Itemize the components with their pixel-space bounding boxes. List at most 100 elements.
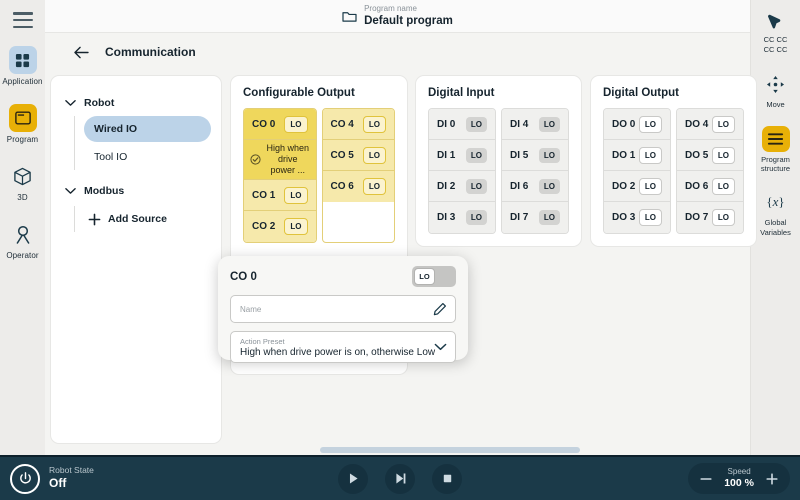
- io-state-co-4[interactable]: LO: [362, 115, 386, 133]
- step-button[interactable]: [385, 463, 415, 494]
- io-name-do-2: DO 2: [612, 180, 636, 192]
- io-cell-co-4[interactable]: CO 4 LO: [322, 109, 394, 140]
- io-state-co-0[interactable]: LO: [284, 115, 308, 133]
- io-cell-co-5[interactable]: CO 5 LO: [322, 140, 394, 171]
- right-item-move[interactable]: Move: [751, 71, 800, 109]
- io-state-do-5[interactable]: LO: [711, 146, 735, 164]
- io-name-co-0: CO 0: [252, 118, 276, 130]
- digital-input-title: Digital Input: [428, 87, 495, 99]
- transport-controls: [338, 463, 462, 494]
- io-state-co-1[interactable]: LO: [284, 186, 308, 204]
- io-cell-di-3[interactable]: DI 3 LO: [429, 202, 495, 233]
- hamburger-icon[interactable]: [12, 12, 33, 28]
- speed-label: Speed: [727, 466, 751, 476]
- tree-children-robot: Wired IO Tool IO: [74, 116, 211, 170]
- io-cell-do-7[interactable]: DO 7 LO: [677, 202, 743, 233]
- io-state-do-0[interactable]: LO: [638, 115, 662, 133]
- io-cell-do-0[interactable]: DO 0 LO: [604, 109, 670, 140]
- right-item-global-variables[interactable]: {x} Global Variables: [751, 189, 800, 237]
- name-field[interactable]: Name: [230, 295, 456, 323]
- action-preset-label: Action Preset: [240, 337, 285, 346]
- digital-input-column-1: DI 0 LO DI 1 LO DI 2 LO DI 3: [428, 108, 496, 234]
- sidebar-item-application[interactable]: Application: [0, 46, 45, 86]
- sidebar-item-program[interactable]: Program: [0, 104, 45, 144]
- configurable-output-column-1: CO 0 LO High when drive power ... CO 1: [243, 108, 317, 244]
- io-cell-di-6[interactable]: DI 6 LO: [502, 171, 568, 202]
- io-cell-co-1[interactable]: CO 1 LO: [244, 180, 316, 212]
- io-cell-do-3[interactable]: DO 3 LO: [604, 202, 670, 233]
- tree-item-wired-io[interactable]: Wired IO: [84, 116, 211, 142]
- io-name-di-6: DI 6: [510, 180, 529, 192]
- chevron-down-icon[interactable]: [434, 343, 447, 352]
- io-state-do-7[interactable]: LO: [711, 209, 735, 226]
- io-state-do-1[interactable]: LO: [638, 146, 662, 164]
- io-cell-co-2[interactable]: CO 2 LO: [244, 211, 316, 243]
- hand-pointer-widget[interactable]: CC CC CC CC: [764, 10, 787, 55]
- io-state-do-2[interactable]: LO: [638, 177, 662, 195]
- tree-group-robot[interactable]: Robot: [61, 92, 211, 114]
- io-state-di-3: LO: [465, 210, 487, 225]
- power-button[interactable]: [10, 463, 40, 494]
- io-state-di-2: LO: [465, 178, 487, 194]
- io-cell-do-1[interactable]: DO 1 LO: [604, 140, 670, 171]
- program-window-icon: [8, 104, 37, 132]
- io-state-co-6[interactable]: LO: [362, 178, 386, 195]
- io-source-tree: Robot Wired IO Tool IO Modbus: [51, 76, 221, 232]
- variables-braces-icon: {x}: [766, 194, 785, 210]
- sidebar-item-operator[interactable]: Operator: [0, 220, 45, 260]
- tree-group-label-robot: Robot: [84, 97, 115, 109]
- io-cell-di-7[interactable]: DI 7 LO: [502, 202, 568, 233]
- io-name-do-1: DO 1: [612, 149, 636, 161]
- io-cell-co-6[interactable]: CO 6 LO: [322, 171, 394, 202]
- io-state-di-1: LO: [465, 147, 487, 163]
- io-cell-di-2[interactable]: DI 2 LO: [429, 171, 495, 202]
- operator-person-icon: [9, 220, 37, 248]
- cube-3d-icon: [9, 162, 37, 190]
- tree-item-tool-io[interactable]: Tool IO: [84, 144, 211, 170]
- io-detail-popup: CO 0 LO Name Action Preset High when dri…: [218, 256, 468, 363]
- right-item-program-structure[interactable]: Program structure: [751, 125, 800, 174]
- io-state-di-7: LO: [538, 210, 560, 225]
- io-name-do-3: DO 3: [612, 212, 636, 223]
- program-name-label: Program name: [364, 3, 417, 13]
- tree-item-label-wired-io: Wired IO: [94, 123, 138, 135]
- io-cell-di-0[interactable]: DI 0 LO: [429, 109, 495, 140]
- stop-icon: [443, 474, 451, 483]
- sidebar-item-3d[interactable]: 3D: [0, 162, 45, 202]
- io-state-do-4[interactable]: LO: [711, 115, 735, 133]
- back-arrow-icon[interactable]: [73, 46, 89, 59]
- io-cell-do-6[interactable]: DO 6 LO: [677, 171, 743, 202]
- io-state-do-6[interactable]: LO: [711, 177, 735, 195]
- io-state-co-2[interactable]: LO: [284, 218, 308, 236]
- chevron-down-icon: [65, 100, 76, 106]
- power-icon: [19, 472, 31, 484]
- io-cell-di-4[interactable]: DI 4 LO: [502, 109, 568, 140]
- io-cell-do-5[interactable]: DO 5 LO: [677, 140, 743, 171]
- io-cell-di-1[interactable]: DI 1 LO: [429, 140, 495, 171]
- horizontal-scrollbar[interactable]: [320, 447, 580, 453]
- io-cell-do-4[interactable]: DO 4 LO: [677, 109, 743, 140]
- play-button[interactable]: [338, 463, 368, 494]
- digital-input-grid: DI 0 LO DI 1 LO DI 2 LO DI 3: [428, 108, 569, 234]
- io-state-co-5[interactable]: LO: [362, 146, 386, 164]
- action-preset-select[interactable]: Action Preset High when drive power is o…: [230, 331, 456, 363]
- io-cell-co-0[interactable]: CO 0 LO: [244, 109, 316, 140]
- pencil-icon[interactable]: [433, 302, 447, 316]
- tree-group-modbus[interactable]: Modbus: [61, 180, 211, 202]
- right-label-move: Move: [766, 100, 785, 110]
- io-name-di-7: DI 7: [510, 212, 529, 223]
- io-cell-do-2[interactable]: DO 2 LO: [604, 171, 670, 202]
- add-source-button[interactable]: Add Source: [84, 206, 211, 232]
- io-state-toggle[interactable]: LO: [412, 266, 456, 287]
- io-state-do-3[interactable]: LO: [638, 209, 662, 226]
- io-cell-di-5[interactable]: DI 5 LO: [502, 140, 568, 171]
- speed-increase-button[interactable]: [765, 472, 779, 486]
- speed-readout: Speed 100 %: [724, 467, 754, 490]
- right-label-program-structure: Program structure: [760, 154, 791, 173]
- stop-button[interactable]: [432, 463, 462, 494]
- bottom-status-bar: Robot State Off: [0, 455, 800, 500]
- io-name-co-5: CO 5: [330, 149, 354, 161]
- speed-decrease-button[interactable]: [699, 472, 713, 486]
- program-name-widget[interactable]: Program name Default program: [342, 4, 453, 28]
- hand-pointer-icon: [767, 14, 780, 29]
